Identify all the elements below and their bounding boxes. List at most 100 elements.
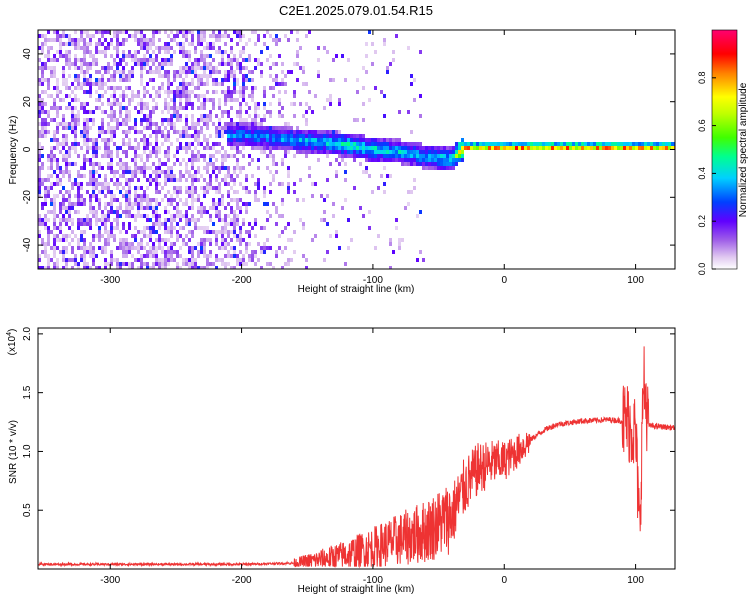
heatmap-cell [83, 110, 86, 114]
heatmap-cell [98, 230, 101, 234]
heatmap-cell [245, 138, 248, 142]
heatmap-cell [80, 166, 83, 170]
heatmap-cell [56, 50, 59, 54]
heatmap-cell [377, 150, 380, 154]
heatmap-cell [158, 74, 161, 78]
heatmap-cell [452, 166, 455, 170]
heatmap-cell [59, 226, 62, 230]
heatmap-cell [98, 226, 101, 230]
heatmap-cell [56, 258, 59, 262]
heatmap-cell [161, 134, 164, 138]
heatmap-cell [176, 210, 179, 214]
heatmap-cell [215, 50, 218, 54]
heatmap-cell [140, 166, 143, 170]
heatmap-cell [230, 106, 233, 110]
heatmap-cell [86, 218, 89, 222]
heatmap-cell [143, 206, 146, 210]
heatmap-cell [278, 102, 281, 106]
heatmap-cell [224, 62, 227, 66]
heatmap-cell [206, 82, 209, 86]
heatmap-cell [170, 126, 173, 130]
heatmap-cell [245, 122, 248, 126]
heatmap-cell [299, 218, 302, 222]
heatmap-cell [200, 142, 203, 146]
heatmap-cell [251, 86, 254, 90]
heatmap-cell [44, 42, 47, 46]
heatmap-cell [137, 166, 140, 170]
heatmap-cell [110, 222, 113, 226]
heatmap-cell [281, 182, 284, 186]
heatmap-cell [110, 118, 113, 122]
heatmap-cell [95, 98, 98, 102]
heatmap-cell [182, 134, 185, 138]
heatmap-cell [455, 142, 458, 146]
heatmap-cell [344, 78, 347, 82]
heatmap-cell [95, 70, 98, 74]
heatmap-cell [260, 266, 263, 269]
heatmap-cell [242, 154, 245, 158]
heatmap-cell [176, 222, 179, 226]
heatmap-cell [236, 190, 239, 194]
heatmap-cell [338, 102, 341, 106]
heatmap-cell [137, 230, 140, 234]
heatmap-cell [332, 146, 335, 150]
heatmap-cell [53, 70, 56, 74]
heatmap-cell [329, 146, 332, 150]
heatmap-cell [152, 262, 155, 266]
heatmap-cell [551, 142, 554, 146]
heatmap-cell [44, 222, 47, 226]
heatmap-cell [629, 142, 632, 146]
heatmap-cell [119, 206, 122, 210]
heatmap-cell [311, 134, 314, 138]
heatmap-cell [416, 258, 419, 262]
heatmap-cell [50, 154, 53, 158]
heatmap-cell [197, 154, 200, 158]
heatmap-cell [233, 246, 236, 250]
heatmap-cell [134, 126, 137, 130]
heatmap-cell [515, 142, 518, 146]
heatmap-cell [332, 138, 335, 142]
heatmap-cell [230, 198, 233, 202]
heatmap-cell [125, 38, 128, 42]
heatmap-cell [179, 146, 182, 150]
heatmap-cell [164, 250, 167, 254]
heatmap-cell [215, 134, 218, 138]
heatmap-cell [137, 198, 140, 202]
heatmap-cell [92, 82, 95, 86]
heatmap-cell [179, 130, 182, 134]
heatmap-cell [338, 134, 341, 138]
heatmap-cell [122, 174, 125, 178]
heatmap-cell [140, 110, 143, 114]
heatmap-cell [149, 70, 152, 74]
heatmap-cell [50, 158, 53, 162]
heatmap-cell [311, 138, 314, 142]
heatmap-cell [122, 122, 125, 126]
heatmap-cell [236, 126, 239, 130]
heatmap-cell [500, 146, 503, 150]
heatmap-cell [410, 74, 413, 78]
heatmap-cell [68, 214, 71, 218]
heatmap-cell [161, 118, 164, 122]
heatmap-cell [95, 154, 98, 158]
heatmap-cell [242, 126, 245, 130]
heatmap-cell [77, 262, 80, 266]
heatmap-cell [146, 242, 149, 246]
heatmap-cell [170, 198, 173, 202]
heatmap-cell [176, 86, 179, 90]
heatmap-cell [68, 66, 71, 70]
heatmap-cell [119, 86, 122, 90]
heatmap-cell [131, 146, 134, 150]
heatmap-cell [86, 126, 89, 130]
heatmap-cell [173, 130, 176, 134]
heatmap-cell [122, 142, 125, 146]
heatmap-cell [506, 142, 509, 146]
heatmap-cell [44, 34, 47, 38]
heatmap-cell [167, 198, 170, 202]
heatmap-cell [209, 70, 212, 74]
heatmap-cell [116, 198, 119, 202]
heatmap-cell [152, 178, 155, 182]
heatmap-cell [251, 258, 254, 262]
heatmap-cell [125, 114, 128, 118]
heatmap-cell [119, 74, 122, 78]
heatmap-cell [50, 202, 53, 206]
